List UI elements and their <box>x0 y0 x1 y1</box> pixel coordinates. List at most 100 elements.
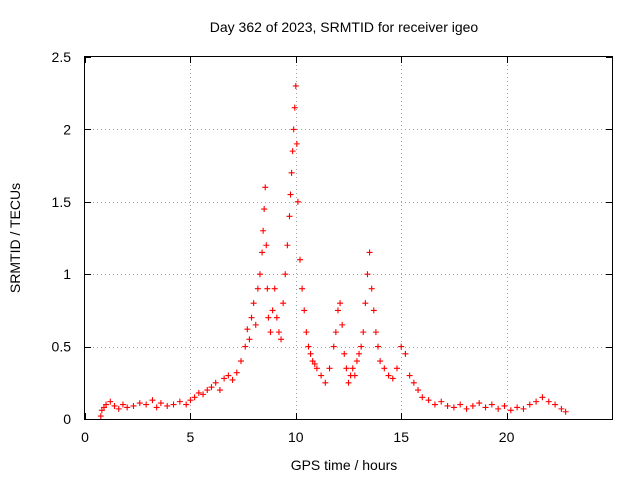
data-point <box>488 401 495 408</box>
data-point <box>264 285 271 292</box>
data-point <box>288 169 295 176</box>
axis-ticks <box>85 57 612 420</box>
data-point <box>170 401 177 408</box>
data-point <box>97 413 104 420</box>
data-point <box>287 191 294 198</box>
data-point <box>372 329 379 336</box>
data-point <box>450 404 457 411</box>
data-point <box>419 394 426 401</box>
data-point <box>356 350 363 357</box>
data-point <box>539 394 546 401</box>
data-point <box>313 365 320 372</box>
data-point <box>301 307 308 314</box>
data-point <box>469 402 476 409</box>
data-point <box>269 307 276 314</box>
data-point <box>124 404 131 411</box>
data-point <box>260 227 267 234</box>
data-point <box>360 329 367 336</box>
data-point <box>351 372 358 379</box>
data-point <box>299 285 306 292</box>
data-point <box>153 404 160 411</box>
data-point <box>370 307 377 314</box>
data-point <box>389 375 396 382</box>
data-point <box>375 343 382 350</box>
data-point <box>358 343 365 350</box>
data-point <box>250 300 257 307</box>
data-point <box>377 358 384 365</box>
data-point <box>271 285 278 292</box>
data-point <box>242 343 249 350</box>
data-point <box>280 300 287 307</box>
data-point <box>431 401 438 408</box>
data-point <box>425 397 432 404</box>
plot-frame <box>84 56 613 420</box>
data-point <box>195 389 202 396</box>
data-point <box>256 271 263 278</box>
x-tick-label: 10 <box>288 429 304 445</box>
data-point <box>290 126 297 133</box>
data-point <box>501 402 508 409</box>
data-point <box>221 375 228 382</box>
data-point <box>284 242 291 249</box>
x-axis-label: GPS time / hours <box>291 457 398 473</box>
data-point <box>136 400 143 407</box>
data-point <box>164 402 171 409</box>
data-point <box>267 329 274 336</box>
data-point <box>204 387 211 394</box>
data-point <box>297 256 304 263</box>
data-point <box>291 104 298 111</box>
data-point <box>545 398 552 405</box>
data-point <box>520 405 527 412</box>
data-point <box>262 184 269 191</box>
data-point <box>326 365 333 372</box>
data-point <box>103 401 110 408</box>
data-point <box>334 307 341 314</box>
data-point <box>157 400 164 407</box>
data-point <box>261 206 268 213</box>
data-point <box>305 343 312 350</box>
x-tick-label: 15 <box>393 429 409 445</box>
data-point <box>216 387 223 394</box>
y-tick-label: 0 <box>63 411 71 427</box>
data-point <box>507 407 514 414</box>
data-point <box>533 398 540 405</box>
data-point <box>438 398 445 405</box>
data-point <box>366 249 373 256</box>
data-point <box>278 336 285 343</box>
data-point <box>263 242 270 249</box>
data-point <box>322 379 329 386</box>
data-point <box>349 365 356 372</box>
data-point <box>514 404 521 411</box>
data-point <box>286 213 293 220</box>
data-point <box>526 401 533 408</box>
data-point <box>415 387 422 394</box>
data-point <box>330 343 337 350</box>
data-point <box>229 376 236 383</box>
data-point <box>176 398 183 405</box>
data-point <box>244 326 251 333</box>
data-point <box>282 271 289 278</box>
data-point <box>212 379 219 386</box>
data-point <box>558 405 565 412</box>
data-point <box>337 300 344 307</box>
data-point <box>248 314 255 321</box>
data-point <box>294 198 301 205</box>
data-point <box>143 401 150 408</box>
data-point <box>225 372 232 379</box>
y-tick-label: 2 <box>63 121 71 137</box>
y-tick-label: 1.5 <box>52 194 72 210</box>
x-tick-label: 20 <box>499 429 515 445</box>
data-point <box>410 379 417 386</box>
data-point <box>406 372 413 379</box>
data-point <box>275 329 282 336</box>
data-point <box>562 408 569 415</box>
data-point <box>130 402 137 409</box>
data-point <box>393 365 400 372</box>
data-point <box>233 369 240 376</box>
data-point <box>289 148 296 155</box>
data-point <box>311 360 318 367</box>
y-tick-label: 1 <box>63 266 71 282</box>
data-point <box>307 350 314 357</box>
data-point <box>402 350 409 357</box>
